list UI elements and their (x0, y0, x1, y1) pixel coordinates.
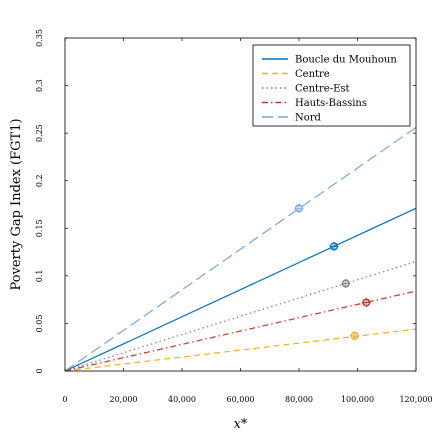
series-line-4 (65, 126, 416, 371)
legend-entry-4: Nord (262, 113, 322, 124)
series-line-0 (65, 207, 416, 371)
y-tick-label: 0 (35, 368, 44, 373)
x-tick-label: 0 (62, 395, 67, 404)
series-marker-4 (294, 203, 304, 213)
y-tick-label: 0.2 (35, 174, 44, 187)
legend-label: Nord (295, 113, 322, 124)
series-marker-3 (361, 297, 371, 308)
legend-label: Boucle du Mouhoun (295, 55, 397, 66)
series-line-3 (65, 290, 416, 371)
legend-label: Centre-Est (295, 84, 350, 95)
series-line-1 (65, 328, 416, 371)
legend-label: Hauts-Bassins (295, 98, 367, 109)
x-tick-label: 40,000 (168, 395, 196, 404)
series-marker-1 (349, 331, 360, 341)
legend-entry-3: Hauts-Bassins (262, 98, 367, 109)
legend: Boucle du Mouhoun Centre Centre-Est Hauts-B… (252, 44, 411, 127)
legend-label: Centre (295, 69, 330, 80)
y-tick-label: 0.35 (35, 29, 44, 47)
marker-layer (294, 203, 371, 341)
series-marker-0 (329, 241, 339, 251)
y-tick-label: 0.15 (35, 219, 44, 237)
series-layer (65, 126, 416, 371)
legend-entry-1: Centre (262, 69, 330, 80)
y-tick-label: 0.1 (35, 269, 44, 282)
y-axis-title: Poverty Gap Index (FGT1) (9, 118, 24, 290)
x-axis-title: x* (234, 417, 248, 432)
y-tick-label: 0.25 (35, 124, 44, 142)
legend-entry-2: Centre-Est (262, 84, 350, 95)
y-tick-label: 0.3 (35, 79, 44, 92)
y-tick-label: 0.05 (35, 315, 44, 333)
x-tick-label: 80,000 (285, 395, 313, 404)
legend-entry-0: Boucle du Mouhoun (262, 55, 397, 66)
x-tick-label: 100,000 (341, 395, 374, 404)
series-line-2 (65, 261, 416, 371)
x-tick-label: 120,000 (399, 395, 432, 404)
x-tick-label: 60,000 (227, 395, 255, 404)
x-tick-label: 20,000 (110, 395, 138, 404)
series-marker-2 (341, 278, 351, 289)
y-axis-ticks: 0 0.05 0.1 0.15 0.2 0.25 0.3 0.35 (35, 29, 416, 374)
x-axis-ticks: 0 20,000 40,000 60,000 80,000 100,000 120,000 (62, 38, 433, 404)
